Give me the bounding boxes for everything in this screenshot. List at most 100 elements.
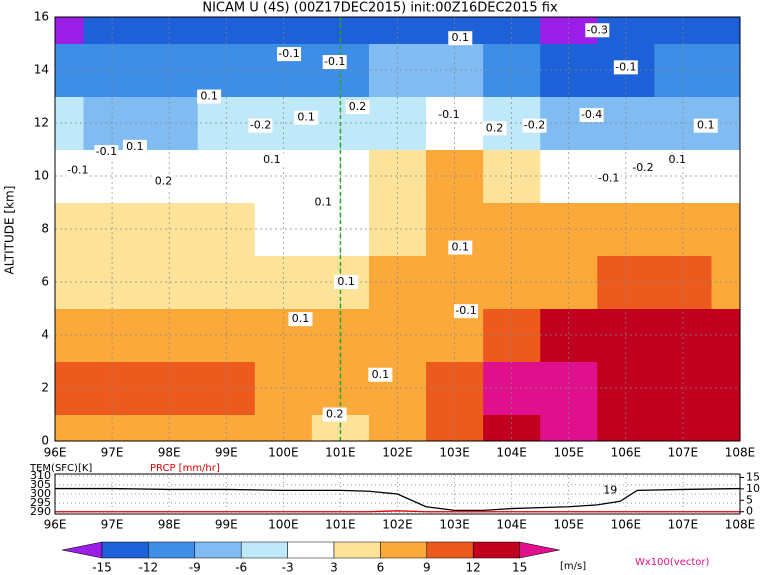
y-tick-label: 290 [30,505,51,518]
vector-label: Wx100(vector) [635,557,710,568]
x-tick-label: 106E [611,518,642,532]
series-line [55,487,741,512]
colorbar-swatch [194,541,242,559]
annotation: -0.4 [581,108,602,121]
colorbar-swatch [333,541,381,559]
annotation-box [665,153,690,168]
annotation: 0.1 [200,90,218,103]
annotation: 0.1 [452,241,470,254]
annotation-box [454,304,478,319]
annotation-box [345,100,370,115]
colorbar-swatch [101,541,149,559]
contour-cell [483,17,541,44]
annotation: 0.2 [326,408,344,421]
x-tick-label: 100E [268,518,299,532]
colorbar-swatch [426,541,474,559]
contour-cell [654,17,712,44]
annotation: -0.1 [96,145,117,158]
colorbar-swatch [148,541,196,559]
x-tick-label: 107E [668,446,699,460]
colorbar-label: 15 [512,561,527,575]
annotation: -0.1 [324,55,345,68]
annotation: 0.1 [292,312,310,325]
x-tick-label: 98E [158,446,181,460]
x-tick-label: 98E [158,518,181,532]
annotation-box [448,31,473,46]
chart-title: NICAM U (4S) (00Z17DEC2015) init:00Z16DE… [202,1,558,16]
x-tick-label: 102E [382,518,413,532]
annotation-box [596,171,621,186]
y2-tick-label: 5 [746,493,753,506]
contour-cell [368,17,427,44]
x-tick-label: 105E [554,518,585,532]
annotation-box [579,108,604,123]
x-tick-label: 97E [101,518,124,532]
annotation-box [522,118,547,133]
annotation-box [122,139,147,154]
annotation: -0.1 [67,164,88,177]
y-tick-label: 2 [41,381,49,395]
plot-frame [54,16,741,442]
y-tick-label: 305 [30,478,51,491]
lower-y2-label: PRCP [mm/hr] [150,463,220,474]
colorbar-swatch [240,541,288,559]
x-tick-label: 100E [268,446,299,460]
y-tick-label: 295 [30,496,51,509]
annotation: 0.1 [697,119,715,132]
colorbar-swatch [380,541,428,559]
x-tick-label: 104E [496,518,527,532]
annotation: 0.1 [263,153,281,166]
annotation: -0.2 [524,119,545,132]
colorbar-label: 12 [466,561,481,575]
x-tick-label: 101E [325,446,356,460]
contour-cell [55,17,85,44]
annotation: 0.1 [297,111,315,124]
y-tick-label: 16 [34,10,49,24]
y2-tick-label: 0 [746,505,753,518]
colorbar-label: -3 [282,561,294,575]
annotation: -0.1 [598,172,619,185]
colorbar-label: -12 [139,561,159,575]
annotation: -0.1 [615,60,636,73]
overlay: -0.1 -0.1 0.1 0.2 0.1 -0.1 -0.2 0.1 0.1 -0.1 0.2 0.… [54,16,741,442]
annotation-box [94,145,119,160]
colorbar-label: -15 [92,561,112,575]
x-tick-label: 108E [725,446,756,460]
annotation-box [65,163,90,178]
annotation: -0.2 [250,119,271,132]
y-tick-label: 4 [41,328,49,342]
colorbar-label: -6 [235,561,247,575]
y-tick-label: 310 [30,469,51,482]
annotation-box [248,118,273,133]
annotation: 0.2 [349,100,367,113]
series-line [55,510,740,513]
x-tick-label: 108E [725,518,756,532]
x-tick-label: 97E [101,446,124,460]
annotation: 0.1 [452,31,470,44]
colorbar-label: 6 [377,561,385,575]
contour-cell [55,361,85,415]
annotation: 19 [603,483,617,496]
plot-frame [54,473,741,515]
x-tick-label: 101E [325,518,356,532]
colorbar-label: 9 [423,561,431,575]
annotation: -0.1 [438,108,459,121]
colorbar-end [61,541,103,559]
x-tick-label: 107E [668,518,699,532]
x-tick-label: 103E [439,518,470,532]
annotation: -0.2 [632,161,653,174]
contour-cell [55,202,85,256]
annotation-box [630,161,655,176]
contour-cell [140,17,199,44]
y-tick-label: 0 [41,434,49,448]
contour-cell [711,96,740,150]
contour-cell [711,149,740,203]
annotation-box [294,110,319,125]
annotation-box [288,312,313,327]
x-tick-label: 104E [496,446,527,460]
annotation-box [585,23,610,38]
contour-cell [711,255,740,309]
colorbar-swatch [287,541,335,559]
annotation: 0.2 [155,174,173,187]
annotation: 0.1 [337,275,355,288]
